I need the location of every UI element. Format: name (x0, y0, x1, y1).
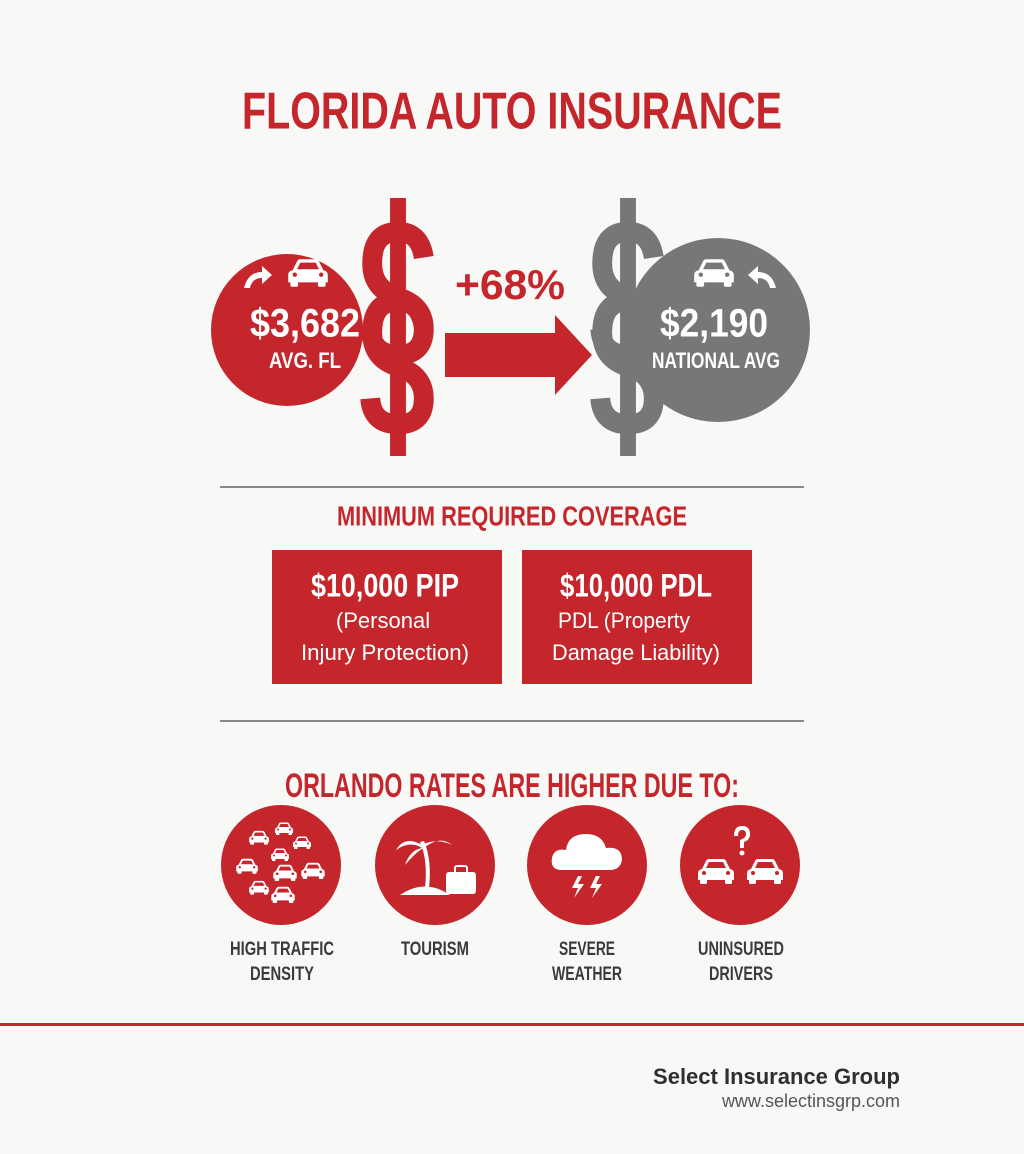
coverage-amount: $10,000 PIP (311, 567, 459, 603)
factor-label: HIGH TRAFFIC (230, 939, 334, 960)
factor-label: UNINSURED (698, 939, 784, 960)
coverage-description: Injury Protection) (301, 640, 469, 665)
national-circle (626, 238, 810, 422)
footer-rule (0, 1023, 1024, 1026)
dollar-icon (370, 198, 424, 456)
arrow-icon (748, 266, 776, 288)
coverage-description: (Personal (336, 608, 430, 633)
national-label: NATIONAL AVG (652, 348, 780, 373)
factor-label: DENSITY (250, 964, 314, 985)
coverage-description: PDL (Property (558, 608, 690, 633)
traffic-icon (221, 805, 341, 925)
florida-label: AVG. FL (269, 348, 341, 373)
factor-label: SEVERE (559, 939, 615, 960)
factor-label: TOURISM (401, 939, 469, 960)
factors-heading: ORLANDO RATES ARE HIGHER DUE TO: (285, 767, 739, 805)
florida-amount: $3,682 (250, 302, 360, 346)
title: FLORIDA AUTO INSURANCE (242, 83, 782, 141)
national-amount: $2,190 (660, 302, 768, 346)
arrow-icon (244, 266, 272, 288)
website: www.selectinsgrp.com (721, 1091, 900, 1111)
uninsured-icon (680, 805, 800, 925)
factor-label: DRIVERS (709, 964, 773, 985)
coverage-heading: MINIMUM REQUIRED COVERAGE (337, 500, 687, 531)
company-name: Select Insurance Group (653, 1064, 900, 1089)
coverage-box (272, 550, 502, 684)
florida-circle (211, 254, 363, 406)
difference: +68% (455, 261, 565, 308)
coverage-description: Damage Liability) (552, 640, 720, 665)
tourism-icon (375, 805, 495, 925)
arrow (445, 315, 592, 395)
coverage-box (522, 550, 752, 684)
weather-icon (527, 805, 647, 925)
factor-label: WEATHER (552, 964, 622, 985)
coverage-amount: $10,000 PDL (560, 567, 712, 603)
